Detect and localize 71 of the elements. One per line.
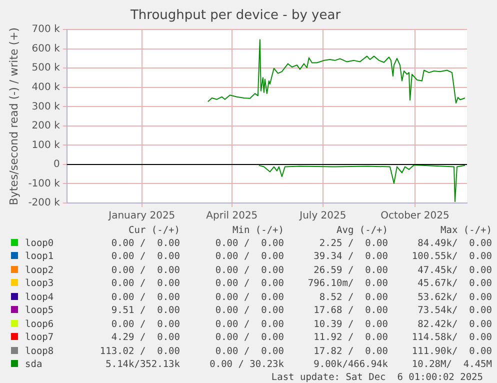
y-tick-label: 100 k: [32, 140, 60, 151]
text: 9.51 / 0.00: [110, 304, 181, 318]
text: 17.68 / 0.00: [312, 304, 389, 318]
text: 39.34 / 0.00: [312, 250, 389, 264]
text: 5.14k/352.13k: [104, 358, 181, 372]
text: 0.00 / 0.00: [214, 344, 285, 358]
text: 0.00 / 30.23k: [208, 358, 285, 372]
text: 0.00 / 0.00: [110, 236, 181, 250]
y-tick-label: 400 k: [32, 82, 60, 93]
text: 111.90k/ 0.00: [410, 344, 493, 358]
text: 17.82 / 0.00: [312, 344, 389, 358]
text: 0.00 / 0.00: [110, 290, 181, 304]
legend-label: loop0: [24, 236, 55, 250]
y-tick-label: 600 k: [32, 43, 60, 54]
text: 0.00 / 0.00: [110, 277, 181, 290]
text: 4.29 / 0.00: [110, 331, 181, 344]
text: 100.55k/ 0.00: [410, 250, 493, 264]
text: 0.00 / 0.00: [214, 331, 285, 344]
text: Min (-/+): [232, 225, 285, 236]
legend-label: loop5: [24, 304, 55, 318]
y-tick-label: -200 k: [28, 198, 60, 209]
text: 2.25 / 0.00: [318, 236, 389, 250]
legend-label: loop2: [24, 264, 55, 277]
x-tick-label: July 2025: [298, 210, 346, 222]
text: 0.00 / 0.00: [214, 290, 285, 304]
text: 0.00 / 0.00: [214, 277, 285, 290]
y-tick-label: 0: [53, 159, 60, 170]
y-tick-label: 700 k: [32, 24, 60, 36]
text: 796.10m/ 0.00: [306, 277, 389, 290]
y-tick-label: -100 k: [28, 178, 60, 190]
text: 0.00 / 0.00: [110, 250, 181, 264]
text: 82.42k/ 0.00: [416, 318, 493, 331]
legend-label: loop6: [24, 318, 55, 331]
text: 26.59 / 0.00: [312, 264, 389, 277]
text: 47.45k/ 0.00: [416, 264, 493, 277]
text: 11.92 / 0.00: [312, 331, 389, 344]
text: 0.00 / 0.00: [110, 318, 181, 331]
text: 73.54k/ 0.00: [416, 304, 493, 318]
text: 0.00 / 0.00: [214, 250, 285, 264]
text: 9.00k/466.94k: [312, 358, 389, 372]
text: 114.58k/ 0.00: [410, 331, 493, 344]
text: Avg (-/+): [336, 225, 389, 236]
text: 10.28M/ 4.45M: [410, 358, 493, 372]
text: 53.62k/ 0.00: [416, 290, 493, 304]
text: 8.52 / 0.00: [318, 290, 389, 304]
x-tick-label: January 2025: [108, 210, 176, 222]
text: 84.49k/ 0.00: [416, 236, 493, 250]
y-tick-label: 200 k: [32, 120, 60, 132]
legend-label: loop7: [24, 331, 55, 344]
legend-label: sda: [24, 358, 44, 372]
legend-label: loop3: [24, 277, 55, 290]
legend-label: loop1: [24, 250, 55, 264]
text: Last update: Sat Dec 6 01:00:02 2025: [270, 372, 484, 382]
text: Cur (-/+): [128, 225, 181, 236]
x-tick-label: October 2025: [380, 210, 450, 222]
y-axis-title: Bytes/second read (-) / write (+): [7, 27, 20, 206]
legend-label: loop4: [24, 290, 55, 304]
text: 0.00 / 0.00: [214, 264, 285, 277]
text: 10.39 / 0.00: [312, 318, 389, 331]
chart-title: Throughput per device - by year: [129, 8, 342, 24]
y-tick-label: 300 k: [32, 101, 60, 112]
text: 0.00 / 0.00: [214, 318, 285, 331]
text: 0.00 / 0.00: [214, 236, 285, 250]
text: Max (-/+): [440, 225, 493, 236]
text: 0.00 / 0.00: [110, 264, 181, 277]
y-tick-label: 500 k: [32, 62, 60, 74]
text: 113.02 / 0.00: [98, 344, 181, 358]
legend-label: loop8: [24, 344, 55, 358]
x-tick-label: April 2025: [206, 210, 258, 222]
text: 0.00 / 0.00: [214, 304, 285, 318]
text: 45.67k/ 0.00: [416, 277, 493, 290]
